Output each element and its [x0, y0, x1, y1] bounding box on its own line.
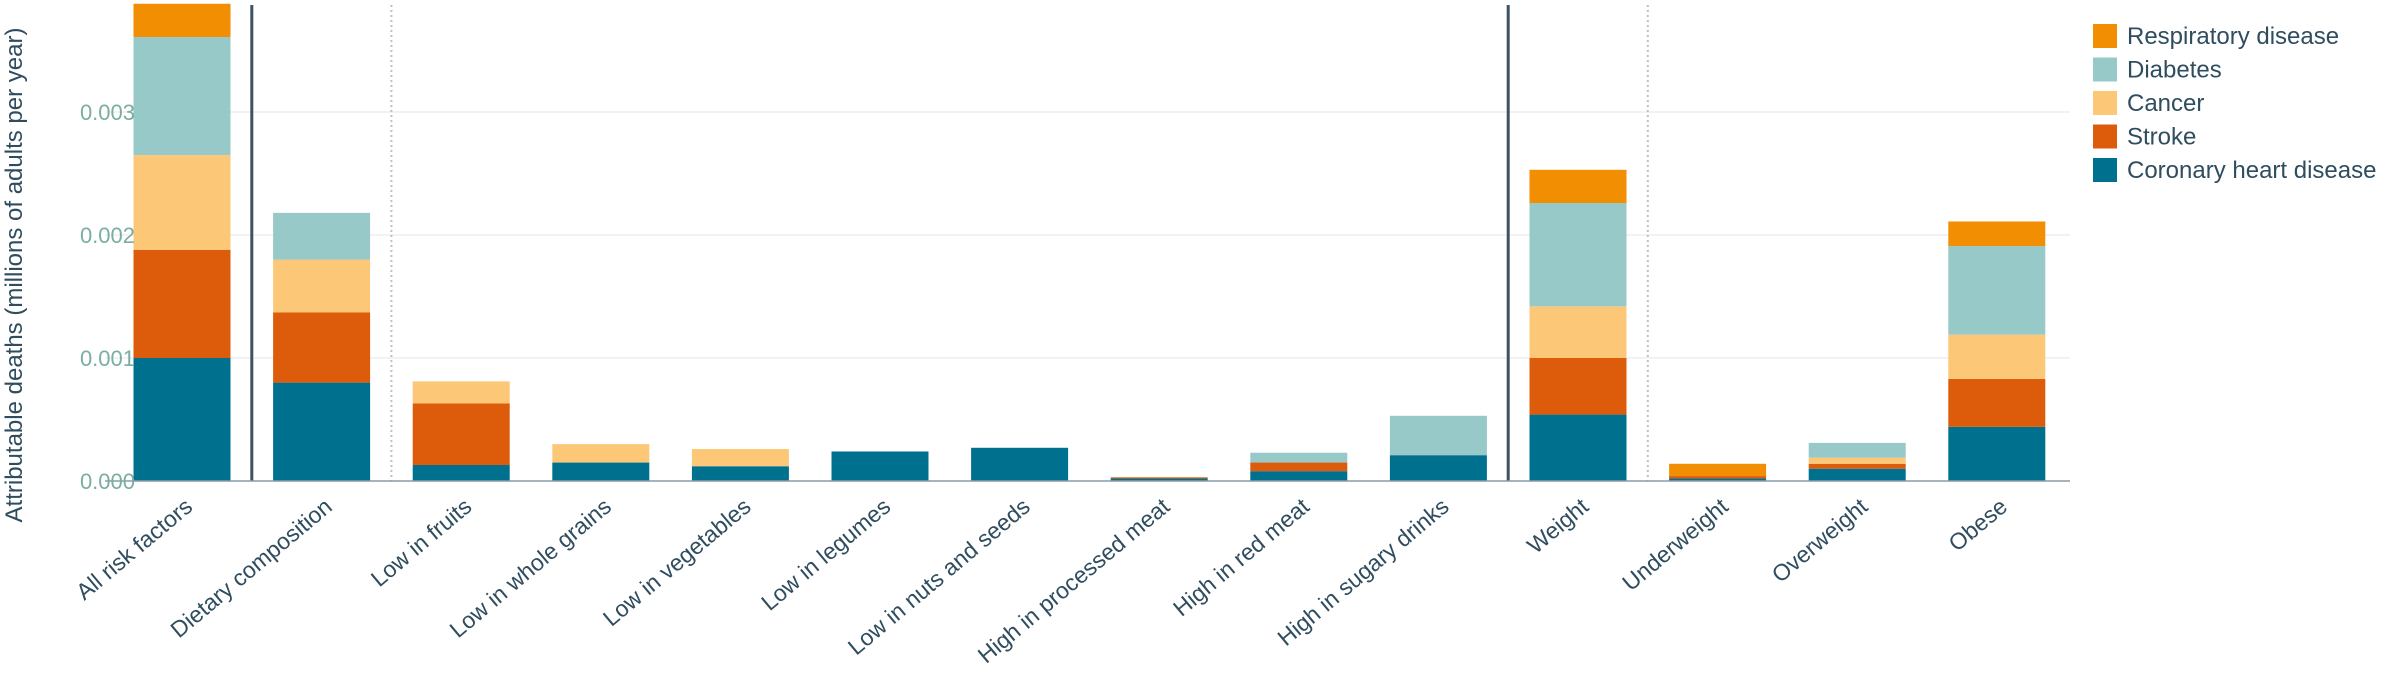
- bar-segment-coronary-heart-disease[interactable]: [1529, 414, 1627, 481]
- bar-segment-coronary-heart-disease[interactable]: [1808, 468, 1906, 481]
- bar-segment-coronary-heart-disease[interactable]: [1389, 455, 1487, 481]
- y-axis-title: Attributable deaths (millions of adults …: [1, 28, 28, 523]
- x-category-label: Low in fruits: [366, 493, 477, 592]
- bar-segment-cancer[interactable]: [133, 155, 231, 250]
- x-category-label: Low in legumes: [756, 493, 895, 616]
- bar-segment-stroke[interactable]: [133, 249, 231, 358]
- legend-item[interactable]: Coronary heart disease: [2093, 157, 2376, 184]
- bar-segment-cancer[interactable]: [412, 381, 510, 404]
- bar-segment-stroke[interactable]: [1250, 462, 1348, 472]
- legend-item[interactable]: Cancer: [2093, 90, 2204, 117]
- bar-segment-diabetes[interactable]: [273, 212, 371, 260]
- bar-segment-stroke[interactable]: [1948, 378, 2046, 427]
- bar-segment-cancer[interactable]: [552, 444, 650, 463]
- bar-segment-coronary-heart-disease[interactable]: [691, 466, 789, 481]
- bar-segment-respiratory-disease[interactable]: [133, 3, 231, 37]
- x-category-label: All risk factors: [71, 493, 197, 605]
- x-category-label: Obese: [1943, 493, 2012, 556]
- bar-segment-stroke[interactable]: [1808, 463, 1906, 469]
- legend-item[interactable]: Respiratory disease: [2093, 23, 2339, 50]
- legend-label: Respiratory disease: [2127, 23, 2339, 50]
- bar-segment-diabetes[interactable]: [1529, 203, 1627, 307]
- bar-segment-coronary-heart-disease[interactable]: [412, 465, 510, 481]
- bar-segment-coronary-heart-disease[interactable]: [133, 358, 231, 481]
- bar-segment-coronary-heart-disease[interactable]: [831, 451, 929, 481]
- bar-segment-stroke[interactable]: [1529, 358, 1627, 415]
- bar-segment-coronary-heart-disease[interactable]: [552, 462, 650, 481]
- bar-segment-respiratory-disease[interactable]: [1669, 463, 1767, 477]
- legend[interactable]: Respiratory disease Diabetes Cancer Stroke C…: [2093, 23, 2376, 184]
- bar-segment-stroke[interactable]: [1669, 476, 1767, 479]
- bar-segment-diabetes[interactable]: [1948, 246, 2046, 335]
- bar-segment-cancer[interactable]: [1948, 334, 2046, 379]
- bar-segment-cancer[interactable]: [273, 259, 371, 313]
- bar-segment-cancer[interactable]: [691, 449, 789, 467]
- bar-segment-coronary-heart-disease[interactable]: [1948, 426, 2046, 481]
- bar-segment-diabetes[interactable]: [133, 36, 231, 156]
- bar-segment-diabetes[interactable]: [1250, 452, 1348, 463]
- y-tick-label: 0.000: [80, 469, 135, 494]
- bar-segment-respiratory-disease[interactable]: [1948, 221, 2046, 247]
- legend-swatch: [2093, 124, 2117, 149]
- bar-segment-coronary-heart-disease[interactable]: [1110, 478, 1208, 481]
- x-category-label: Low in vegetables: [598, 493, 756, 631]
- bar-segment-coronary-heart-disease[interactable]: [273, 382, 371, 481]
- legend-label: Diabetes: [2127, 57, 2222, 84]
- bars: [133, 3, 2046, 481]
- bar-segment-cancer[interactable]: [1529, 306, 1627, 358]
- group-separators: [250, 5, 1649, 481]
- bar-segment-coronary-heart-disease[interactable]: [971, 447, 1069, 481]
- legend-item[interactable]: Stroke: [2093, 124, 2196, 151]
- bar-segment-stroke[interactable]: [412, 403, 510, 466]
- grid-lines: [105, 111, 2070, 359]
- y-tick-label: 0.001: [80, 346, 135, 371]
- bar-segment-coronary-heart-disease[interactable]: [1669, 478, 1767, 481]
- bar-segment-stroke[interactable]: [273, 312, 371, 383]
- bar-segment-diabetes[interactable]: [1808, 442, 1906, 458]
- x-category-label: Weight: [1522, 493, 1594, 559]
- x-category-label: Overweight: [1767, 493, 1873, 588]
- legend-item[interactable]: Diabetes: [2093, 57, 2222, 84]
- legend-swatch: [2093, 24, 2117, 48]
- bar-segment-stroke[interactable]: [1110, 477, 1208, 479]
- legend-swatch: [2093, 158, 2117, 182]
- bar-segment-diabetes[interactable]: [1389, 415, 1487, 456]
- legend-label: Stroke: [2127, 124, 2196, 151]
- bar-segment-cancer[interactable]: [1808, 457, 1906, 464]
- legend-label: Coronary heart disease: [2127, 157, 2376, 184]
- y-tick-label: 0.003: [80, 100, 135, 125]
- bar-segment-respiratory-disease[interactable]: [1529, 169, 1627, 204]
- y-tick-label: 0.002: [80, 223, 135, 248]
- legend-swatch: [2093, 91, 2117, 115]
- x-category-label: High in red meat: [1168, 493, 1314, 622]
- legend-label: Cancer: [2127, 90, 2204, 117]
- legend-swatch: [2093, 57, 2117, 82]
- x-category-label: Underweight: [1617, 493, 1733, 596]
- y-axis-ticks: 0.000 0.001 0.002 0.003: [80, 100, 135, 494]
- bar-segment-coronary-heart-disease[interactable]: [1250, 471, 1348, 481]
